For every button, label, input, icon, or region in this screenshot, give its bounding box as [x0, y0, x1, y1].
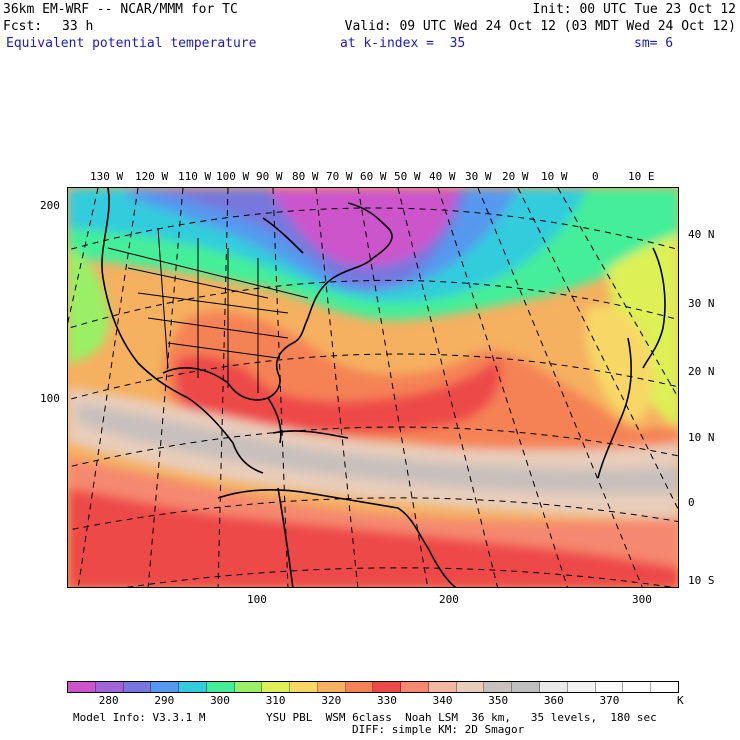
- field-south-hot: [68, 488, 678, 587]
- lon-label-30w: 30 W: [465, 170, 492, 183]
- colorbar-swatch: [68, 682, 96, 692]
- forecast-label: Fcst:: [3, 19, 43, 34]
- lat-label-20n: 20 N: [688, 365, 715, 378]
- lon-label-40w: 40 W: [429, 170, 456, 183]
- colorbar-tick-label: 280: [98, 694, 119, 707]
- field-hot-band: [175, 355, 501, 433]
- coastlines: [101, 188, 666, 587]
- lon-label-50w: 50 W: [394, 170, 421, 183]
- vertical-level: at k-index = 35: [340, 36, 466, 51]
- colorbar-swatch: [651, 682, 678, 692]
- colorbar-tick-label: 330: [376, 694, 397, 707]
- colorbar-swatch: [345, 682, 374, 692]
- theta-e-map: [67, 187, 679, 588]
- lat-label-30n: 30 N: [688, 297, 715, 310]
- colorbar-tick-label: 370: [599, 694, 620, 707]
- lat-label-0: 0: [688, 496, 695, 509]
- colorbar-tick-label: 290: [154, 694, 175, 707]
- colorbar-swatch: [595, 682, 624, 692]
- lon-label-10w: 10 W: [541, 170, 568, 183]
- borders: [107, 227, 309, 393]
- colorbar-swatch: [262, 682, 291, 692]
- field-name: Equivalent potential temperature: [6, 36, 257, 51]
- colorbar-swatch: [484, 682, 513, 692]
- colorbar-swatch: [512, 682, 541, 692]
- lon-label-120w: 120 W: [135, 170, 169, 183]
- colorbar-swatch: [373, 682, 402, 692]
- colorbar-tick-label: 340: [432, 694, 453, 707]
- colorbar: [67, 681, 679, 693]
- lat-label-10n: 10 N: [688, 431, 715, 444]
- lon-label-20w: 20 W: [502, 170, 529, 183]
- colorbar-tick-label: 320: [321, 694, 342, 707]
- colorbar-tick-label: 360: [543, 694, 564, 707]
- grid-x-label-300: 300: [632, 593, 652, 606]
- model-title: 36km EM-WRF -- NCAR/MMM for TC: [3, 2, 238, 17]
- lon-label-80w: 80 W: [292, 170, 319, 183]
- map-canvas: [68, 188, 678, 587]
- field-east-yellow: [608, 233, 678, 427]
- lon-label-100w: 100 W: [216, 170, 250, 183]
- grid-x-label-200: 200: [439, 593, 459, 606]
- smoothing-value: sm= 6: [634, 36, 674, 51]
- colorbar-swatch: [206, 682, 235, 692]
- field-east-orange: [585, 305, 654, 423]
- colorbar-unit: K: [677, 694, 684, 707]
- lon-label-90w: 90 W: [256, 170, 283, 183]
- colorbar-swatch: [123, 682, 152, 692]
- colorbar-swatch: [179, 682, 207, 692]
- colorbar-swatch: [623, 682, 652, 692]
- colorbar-tick-label: 350: [488, 694, 509, 707]
- colorbar-tick-label: 310: [265, 694, 286, 707]
- forecast-hours: 33 h: [62, 19, 94, 34]
- colorbar-tick-label: 300: [210, 694, 230, 707]
- colorbar-swatch: [151, 682, 180, 692]
- grid-y-label-200: 200: [40, 199, 60, 212]
- lon-label-70w: 70 W: [326, 170, 353, 183]
- colorbar-swatch: [567, 682, 596, 692]
- diffusion-info: DIFF: simple KM: 2D Smagor: [352, 723, 525, 736]
- grid-x-label-100: 100: [247, 593, 267, 606]
- colorbar-swatch: [290, 682, 318, 692]
- colorbar-swatch: [95, 682, 124, 692]
- colorbar-swatch: [401, 682, 429, 692]
- colorbar-swatch: [317, 682, 346, 692]
- model-info: Model Info: V3.3.1 M: [73, 711, 206, 724]
- lon-label-130w: 130 W: [90, 170, 124, 183]
- physics-info: YSU PBL WSM 6class Noah LSM 36 km, 35 le…: [266, 711, 657, 724]
- graticule: [68, 188, 678, 587]
- valid-time: Valid: 09 UTC Wed 24 Oct 12 (03 MDT Wed …: [344, 19, 736, 34]
- field-band-magenta: [268, 188, 458, 267]
- lon-label-110w: 110 W: [178, 170, 212, 183]
- lat-label-10s: 10 S: [688, 574, 715, 587]
- colorbar-swatch: [540, 682, 568, 692]
- lon-label-60w: 60 W: [360, 170, 387, 183]
- lon-label-0: 0: [592, 170, 599, 183]
- init-time: Init: 00 UTC Tue 23 Oct 12: [532, 2, 737, 17]
- grid-y-label-100: 100: [40, 392, 60, 405]
- lon-label-10e: 10 E: [628, 170, 655, 183]
- colorbar-swatch: [456, 682, 485, 692]
- lat-label-40n: 40 N: [688, 228, 715, 241]
- field-tropical-gray: [78, 403, 678, 494]
- colorbar-swatch: [234, 682, 263, 692]
- colorbar-swatch: [428, 682, 457, 692]
